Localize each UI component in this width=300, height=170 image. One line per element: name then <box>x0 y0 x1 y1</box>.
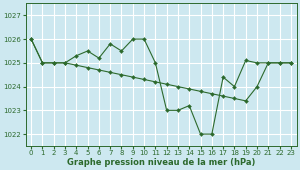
X-axis label: Graphe pression niveau de la mer (hPa): Graphe pression niveau de la mer (hPa) <box>67 158 255 167</box>
